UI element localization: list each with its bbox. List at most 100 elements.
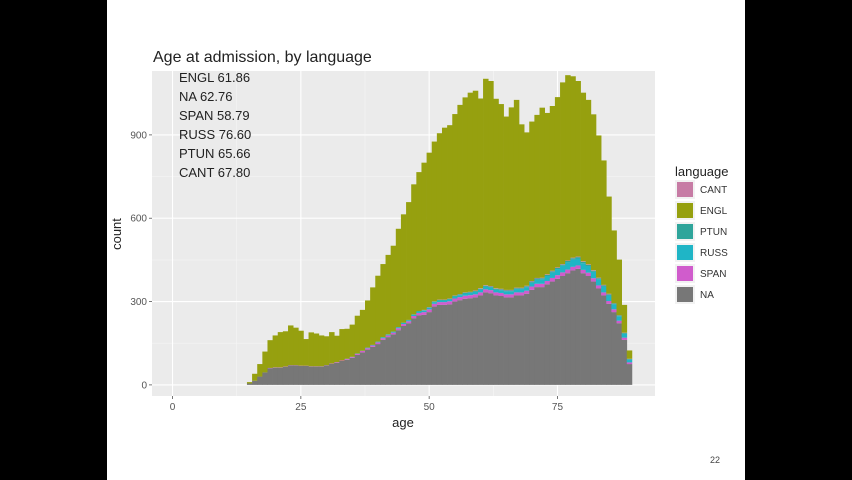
bar-na-age-41	[380, 339, 386, 385]
legend-label-na: NA	[700, 290, 714, 301]
bar-russ-age-71	[534, 279, 540, 284]
bar-span-age-45	[400, 324, 407, 326]
bar-russ-age-52	[436, 300, 443, 303]
bar-ptun-age-51	[431, 301, 438, 303]
bar-na-age-36	[354, 354, 361, 385]
chart: Age at admission, by language 0 25 50 75 0 30…	[109, 49, 729, 465]
bar-cant-age-72	[539, 277, 545, 279]
bar-engl-age-82	[590, 114, 597, 271]
legend-label-span: SPAN	[700, 269, 727, 280]
bar-na-age-16	[252, 380, 258, 385]
bar-ptun-age-84	[601, 285, 607, 287]
bar-na-age-52	[436, 304, 443, 385]
legend-swatch-engl	[677, 203, 693, 218]
bar-ptun-age-61	[483, 285, 489, 287]
bar-na-age-69	[524, 293, 530, 385]
mean-age-annotations: ENGL 61.86 NA 62.76 SPAN 58.79 RUSS 76.60 PT…	[179, 70, 251, 180]
bar-span-age-85	[606, 301, 612, 304]
legend-swatch-span	[677, 266, 693, 281]
bar-span-age-60	[477, 292, 484, 296]
x-tick-label: 75	[552, 402, 564, 413]
bar-engl-age-34	[344, 328, 350, 359]
bar-russ-age-56	[457, 295, 463, 298]
bar-engl-age-27	[308, 332, 315, 367]
bar-span-age-53	[441, 302, 448, 305]
bar-engl-age-22	[282, 331, 289, 367]
bar-engl-age-55	[452, 114, 458, 296]
bar-span-age-42	[385, 335, 392, 338]
bar-ptun-age-79	[575, 257, 581, 259]
bar-span-age-71	[534, 283, 540, 288]
bar-na-age-89	[626, 364, 633, 385]
bar-span-age-46	[406, 321, 412, 324]
bar-russ-age-73	[544, 276, 551, 281]
bar-russ-age-67	[513, 289, 520, 293]
bar-russ-age-50	[426, 307, 433, 310]
bar-engl-age-72	[539, 107, 545, 278]
bar-engl-age-50	[426, 152, 433, 308]
bar-engl-age-88	[621, 304, 628, 333]
bar-span-age-59	[472, 294, 479, 298]
bar-na-age-66	[508, 297, 515, 385]
bar-russ-age-43	[390, 331, 397, 333]
bar-na-age-26	[303, 366, 309, 385]
bar-na-age-23	[288, 365, 294, 385]
bar-ptun-age-80	[580, 261, 587, 264]
bar-engl-age-35	[349, 324, 356, 357]
bar-na-age-51	[431, 306, 438, 385]
bar-engl-age-77	[565, 75, 571, 261]
bar-cant-age-62	[488, 286, 494, 287]
bar-span-age-40	[375, 342, 381, 345]
bar-cant-age-73	[544, 274, 551, 275]
bar-engl-age-54	[447, 125, 453, 299]
bar-engl-age-76	[560, 82, 566, 265]
bar-na-age-72	[539, 287, 545, 385]
bar-cant-age-68	[518, 287, 525, 289]
bar-na-age-56	[457, 300, 463, 385]
bar-engl-age-58	[467, 92, 474, 292]
bar-na-age-76	[560, 276, 566, 385]
bar-na-age-53	[441, 304, 448, 385]
bar-span-age-74	[549, 277, 556, 282]
bar-engl-age-64	[498, 104, 504, 289]
bar-span-age-38	[365, 348, 371, 350]
bar-cant-age-59	[472, 290, 479, 291]
bar-engl-age-36	[354, 315, 361, 354]
bar-span-age-79	[575, 265, 581, 269]
bar-na-age-79	[575, 268, 581, 385]
bar-engl-age-73	[544, 112, 551, 275]
annotation-ptun: PTUN 65.66	[179, 146, 251, 161]
bar-span-age-35	[349, 357, 356, 358]
legend-swatch-ptun	[677, 224, 693, 239]
bar-na-age-24	[293, 365, 299, 385]
bar-na-age-83	[595, 288, 602, 385]
bar-engl-age-38	[365, 300, 371, 348]
bar-cant-age-80	[580, 261, 587, 262]
bar-russ-age-64	[498, 290, 504, 293]
bar-engl-age-45	[400, 214, 407, 323]
bar-russ-age-76	[560, 265, 566, 273]
bar-engl-age-33	[339, 329, 345, 361]
bar-engl-age-41	[380, 264, 386, 338]
bar-russ-age-54	[447, 299, 453, 302]
bar-engl-age-59	[472, 90, 479, 291]
bar-ptun-age-70	[529, 281, 535, 283]
bar-russ-age-79	[575, 258, 581, 266]
bar-na-age-87	[616, 323, 622, 385]
bar-na-age-44	[395, 330, 402, 385]
bar-ptun-age-64	[498, 289, 504, 291]
bar-cant-age-71	[534, 277, 540, 279]
annotation-engl: ENGL 61.86	[179, 70, 250, 85]
bar-span-age-43	[390, 332, 397, 335]
bar-ptun-age-67	[513, 288, 520, 290]
bar-span-age-87	[616, 320, 622, 324]
bar-ptun-age-50	[426, 307, 433, 308]
bar-na-age-63	[493, 295, 499, 385]
bar-ptun-age-63	[493, 288, 499, 290]
bar-cant-age-76	[560, 264, 566, 265]
bar-ptun-age-54	[447, 298, 453, 300]
bar-russ-age-63	[493, 289, 499, 293]
bar-engl-age-44	[395, 228, 402, 328]
bar-span-age-83	[595, 285, 602, 289]
bar-cant-age-81	[585, 264, 592, 265]
